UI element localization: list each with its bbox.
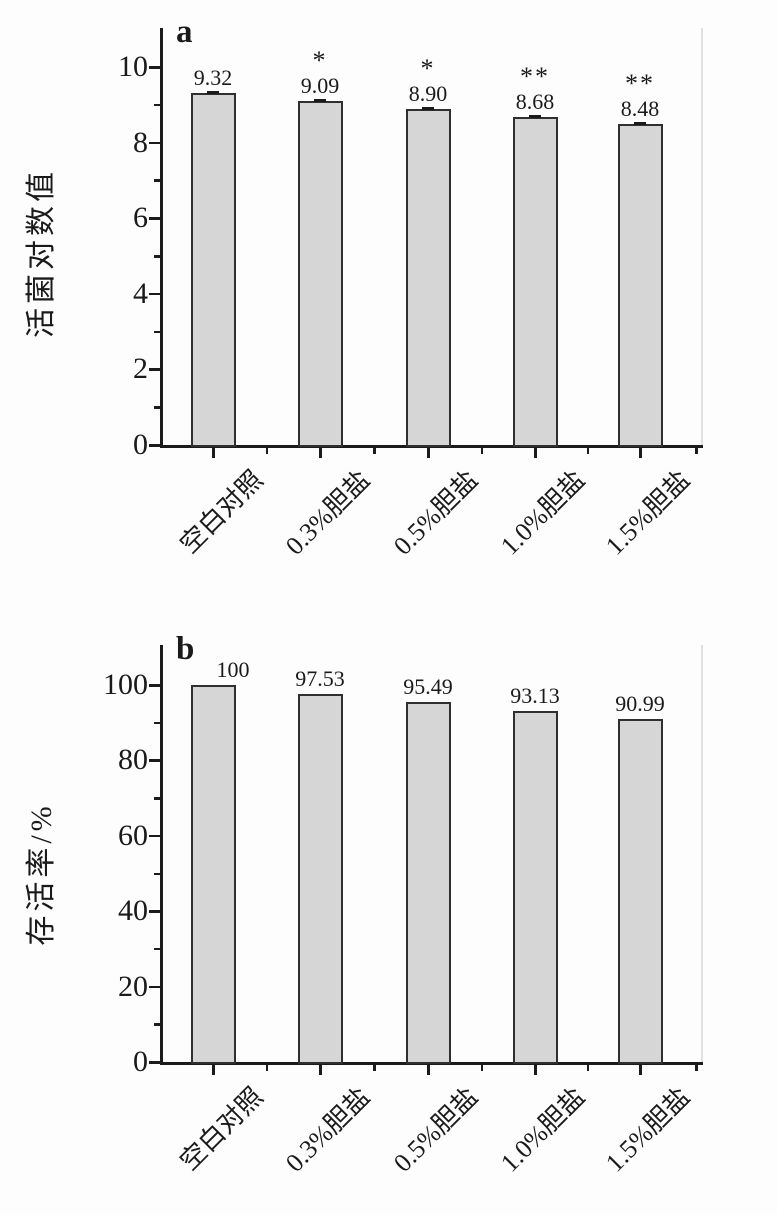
y-tick-minor xyxy=(154,797,160,800)
bar xyxy=(512,710,558,1064)
y-tick-label: 100 xyxy=(103,668,148,701)
y-tick-major xyxy=(149,368,160,371)
y-tick-major xyxy=(149,684,160,687)
y-tick-label: 20 xyxy=(118,969,148,1003)
bar-value-label: 90.99 xyxy=(615,690,665,716)
bar xyxy=(190,92,236,447)
x-tick-minor xyxy=(695,448,698,454)
y-tick-minor xyxy=(154,330,160,334)
x-tick-major xyxy=(534,1065,537,1075)
y-tick-label: 10 xyxy=(118,50,148,83)
x-tick-minor xyxy=(586,1065,589,1071)
error-bar-cap xyxy=(314,99,326,103)
panel-a: a 活菌对数值 0 2 4 6 8 10 9.32 空白对照 9.09 * 0.3%胆盐 8.90 * 0… xyxy=(0,0,777,605)
significance-marker: * xyxy=(420,53,436,83)
panel-b-letter: b xyxy=(176,631,195,667)
plot-right-frame xyxy=(701,28,703,445)
y-tick-minor xyxy=(154,103,160,107)
bar-value-label: 8.90 xyxy=(408,80,448,106)
y-tick-major xyxy=(149,292,160,296)
error-bar-cap xyxy=(634,122,646,126)
significance-marker: * xyxy=(312,46,328,76)
bar-value-label: 8.48 xyxy=(620,96,660,122)
y-tick-label: 2 xyxy=(133,352,148,386)
y-tick-label: 0 xyxy=(133,1045,148,1078)
bar-value-label: 100 xyxy=(216,657,250,682)
y-tick-minor xyxy=(154,947,160,951)
x-tick-major xyxy=(427,448,430,458)
y-tick-major xyxy=(149,834,160,838)
panel-b-y-axis-title: 存活率/% xyxy=(25,802,58,946)
x-tick-major xyxy=(639,448,642,458)
bar xyxy=(405,108,451,447)
x-tick-minor xyxy=(695,1065,698,1071)
significance-marker: ** xyxy=(625,69,655,99)
y-tick-minor xyxy=(154,1023,160,1026)
plot-right-frame xyxy=(701,645,703,1062)
x-tick-major xyxy=(212,448,215,458)
bar-value-label: 95.49 xyxy=(403,674,453,699)
error-bar-cap xyxy=(422,106,434,110)
x-tick-major xyxy=(427,1065,430,1075)
panel-a-letter: a xyxy=(176,14,193,50)
y-tick-major xyxy=(149,444,160,447)
y-tick-minor xyxy=(154,872,160,875)
x-tick-minor xyxy=(480,1065,483,1071)
x-tick-major xyxy=(534,448,537,458)
bar-value-label: 9.09 xyxy=(300,73,340,99)
x-tick-major xyxy=(319,448,322,458)
y-tick-major xyxy=(149,910,160,913)
y-tick-minor xyxy=(154,255,160,258)
bar xyxy=(405,702,451,1064)
y-tick-label: 40 xyxy=(118,894,148,928)
bar xyxy=(190,685,236,1064)
x-tick-minor xyxy=(586,448,589,454)
y-tick-label: 6 xyxy=(133,201,148,235)
y-tick-major xyxy=(149,141,160,145)
y-tick-label: 8 xyxy=(133,125,148,159)
bar xyxy=(512,116,558,447)
bar xyxy=(617,124,663,447)
y-tick-major xyxy=(149,66,160,69)
bar xyxy=(297,101,343,447)
error-bar-cap xyxy=(529,114,541,118)
y-tick-label: 60 xyxy=(118,818,148,852)
y-tick-label: 80 xyxy=(118,743,148,777)
x-tick-minor xyxy=(265,448,268,454)
y-axis-line xyxy=(160,645,163,1065)
bar-value-label: 93.13 xyxy=(510,682,560,708)
bar xyxy=(297,694,343,1064)
significance-marker: ** xyxy=(520,61,550,91)
x-tick-major xyxy=(639,1065,642,1075)
y-axis-line xyxy=(160,28,163,448)
y-tick-minor xyxy=(154,721,160,725)
x-tick-major xyxy=(212,1065,215,1075)
error-bar-cap xyxy=(207,90,219,94)
y-tick-minor xyxy=(154,406,160,409)
y-tick-major xyxy=(149,1061,160,1064)
bar-value-label: 9.32 xyxy=(193,64,233,90)
x-tick-major xyxy=(319,1065,322,1075)
y-tick-minor xyxy=(154,179,160,182)
y-tick-major xyxy=(149,217,160,220)
bar-value-label: 8.68 xyxy=(515,88,555,114)
bar-value-label: 97.53 xyxy=(295,666,345,692)
x-tick-minor xyxy=(265,1065,268,1071)
x-tick-minor xyxy=(480,448,483,454)
bar xyxy=(617,718,663,1064)
y-tick-major xyxy=(149,759,160,762)
y-tick-label: 4 xyxy=(133,276,148,310)
y-tick-label: 0 xyxy=(133,428,148,461)
x-tick-minor xyxy=(373,448,376,454)
x-tick-minor xyxy=(373,1065,376,1071)
y-tick-major xyxy=(149,985,160,989)
